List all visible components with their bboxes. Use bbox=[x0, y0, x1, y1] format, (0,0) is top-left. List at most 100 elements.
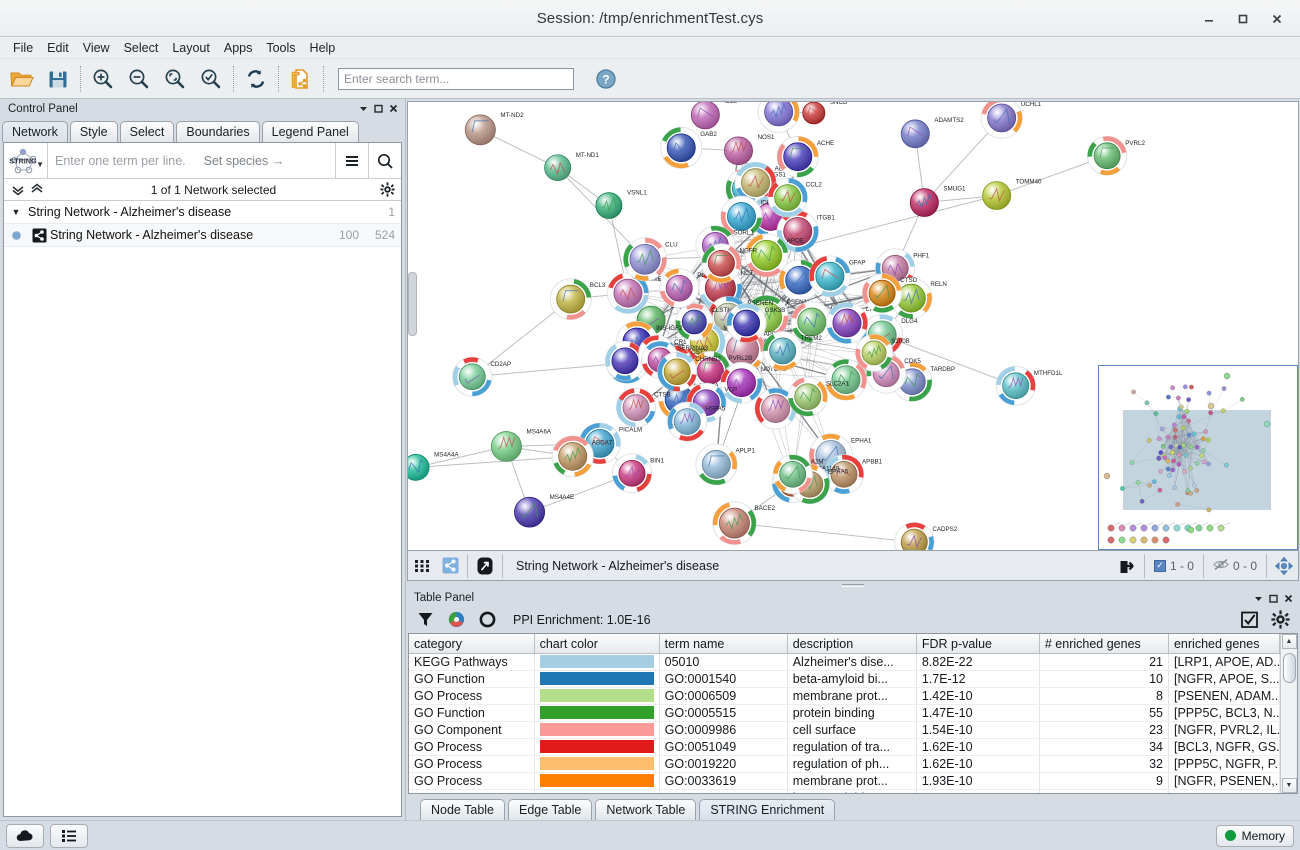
tab-edge-table[interactable]: Edge Table bbox=[508, 799, 593, 820]
expand-twisty-icon[interactable]: ▼ bbox=[11, 207, 21, 217]
network-node-uchl1[interactable]: UCHL1 bbox=[980, 102, 1042, 139]
menu-view[interactable]: View bbox=[82, 40, 110, 55]
string-logo-dropdown[interactable]: STRING ▼ bbox=[4, 143, 48, 178]
network-node-smug1[interactable]: SMUG1 bbox=[909, 186, 966, 217]
network-node-notch1[interactable]: NOTCH1 bbox=[720, 361, 787, 404]
memory-indicator[interactable]: Memory bbox=[1215, 824, 1294, 847]
col-header-enriched-genes[interactable]: enriched genes bbox=[1168, 634, 1280, 654]
network-node-ngfr[interactable]: NGFR bbox=[701, 243, 758, 284]
network-node-clstn1[interactable]: CLSTN1 bbox=[675, 303, 736, 341]
network-node-bcl3[interactable]: BCL3 bbox=[549, 278, 606, 321]
network-node-ide[interactable]: IDE bbox=[720, 195, 771, 238]
col-header-category[interactable]: category bbox=[409, 634, 535, 654]
minimize-button[interactable] bbox=[1192, 4, 1226, 34]
open-folder-icon[interactable] bbox=[4, 62, 40, 96]
search-input[interactable] bbox=[338, 67, 574, 90]
network-node-sncb[interactable]: SNCB bbox=[802, 102, 847, 125]
network-node-s100b[interactable]: S100B bbox=[855, 333, 910, 372]
network-node-il1b[interactable]: IL1B bbox=[690, 102, 737, 130]
menu-select[interactable]: Select bbox=[123, 40, 159, 55]
maximize-button[interactable] bbox=[1226, 4, 1260, 34]
tab-node-table[interactable]: Node Table bbox=[420, 799, 506, 820]
table-vertical-scrollbar[interactable]: ▲ ▼ bbox=[1280, 634, 1297, 793]
network-node-slc2a1[interactable]: SLC2A1 bbox=[787, 376, 850, 417]
menu-edit[interactable]: Edit bbox=[47, 40, 69, 55]
share-export-icon[interactable] bbox=[1113, 552, 1141, 580]
network-node-abca1[interactable]: ABCA1 bbox=[734, 161, 796, 204]
network-node-ctsb[interactable]: CTSB bbox=[615, 387, 671, 428]
network-node-gfap[interactable]: GFAP bbox=[808, 255, 866, 298]
menu-layout[interactable]: Layout bbox=[172, 40, 210, 55]
string-term-input[interactable]: Enter one term per line. Set species → bbox=[48, 143, 335, 178]
zoom-fit-icon[interactable] bbox=[157, 62, 193, 96]
network-node-itgb1[interactable]: ITGB1 bbox=[776, 210, 835, 253]
network-node-ctsd[interactable]: CTSD bbox=[862, 273, 918, 314]
string-app-icon[interactable] bbox=[436, 552, 464, 580]
tab-select[interactable]: Select bbox=[119, 121, 175, 142]
network-node-ms4a4e[interactable]: MS4A4E bbox=[514, 494, 574, 528]
network-node-a2m[interactable]: A2M bbox=[772, 454, 824, 495]
network-node-mthfd1l[interactable]: MTHFD1L bbox=[995, 365, 1063, 406]
tab-legend-panel[interactable]: Legend Panel bbox=[261, 121, 359, 142]
table-row[interactable]: GO Component GO:0009986 cell surface 1.54E-… bbox=[409, 721, 1280, 739]
close-button[interactable] bbox=[1260, 4, 1294, 34]
help-icon[interactable]: ? bbox=[588, 62, 624, 96]
network-node-abca7[interactable]: ABCA7 bbox=[551, 435, 613, 478]
collapse-expand-controls[interactable] bbox=[10, 183, 54, 197]
table-row[interactable]: GO Process GO:0033619 membrane prot... 1.93… bbox=[409, 772, 1280, 790]
table-panel-close-icon[interactable] bbox=[1281, 591, 1296, 606]
zoom-in-icon[interactable] bbox=[85, 62, 121, 96]
col-header-num-enriched-genes[interactable]: # enriched genes bbox=[1039, 634, 1169, 654]
cloud-icon[interactable] bbox=[6, 823, 44, 848]
network-node-aplp1[interactable]: APLP1 bbox=[695, 443, 756, 486]
menu-apps[interactable]: Apps bbox=[223, 40, 253, 55]
network-node-mt-nd1[interactable]: MT-ND1 bbox=[544, 152, 600, 182]
network-node-tomm40[interactable]: TOMM40 bbox=[982, 179, 1042, 210]
tab-boundaries[interactable]: Boundaries bbox=[176, 121, 260, 142]
network-node-adamts2[interactable]: ADAMTS2 bbox=[900, 117, 964, 149]
select-all-icon[interactable] bbox=[1236, 607, 1263, 632]
table-panel-dropdown-icon[interactable] bbox=[1251, 591, 1266, 606]
gear-icon[interactable] bbox=[373, 182, 395, 197]
search-icon[interactable] bbox=[368, 143, 401, 178]
hamburger-icon[interactable] bbox=[335, 143, 368, 178]
col-header-term-name[interactable]: term name bbox=[659, 634, 788, 654]
refresh-icon[interactable] bbox=[238, 62, 274, 96]
pie-chart-icon[interactable] bbox=[443, 607, 470, 632]
network-node-clu[interactable]: CLU bbox=[622, 237, 678, 282]
network-node-gsk3b[interactable]: GSK3B bbox=[726, 303, 785, 343]
network-scrollbar[interactable] bbox=[408, 272, 417, 337]
network-node-apoe[interactable]: APOE bbox=[744, 233, 804, 278]
tree-row-child[interactable]: String Network - Alzheimer's disease 100… bbox=[4, 224, 401, 247]
table-row[interactable]: KEGG Pathways 05010 Alzheimer's dise... 8.8… bbox=[409, 653, 1280, 671]
panel-close-icon[interactable] bbox=[386, 101, 401, 116]
save-icon[interactable] bbox=[40, 62, 76, 96]
horizontal-splitter[interactable] bbox=[406, 581, 1300, 590]
tab-network[interactable]: Network bbox=[2, 121, 68, 142]
network-node-trem2[interactable]: TREM2 bbox=[762, 330, 822, 371]
col-header-fdr-pvalue[interactable]: FDR p-value bbox=[916, 634, 1040, 654]
network-node-bace2[interactable]: BACE2 bbox=[712, 501, 776, 546]
network-node-vsnl1[interactable]: VSNL1 bbox=[595, 190, 647, 219]
birds-eye-view[interactable] bbox=[1098, 365, 1298, 550]
panel-dropdown-icon[interactable] bbox=[356, 101, 371, 116]
menu-help[interactable]: Help bbox=[309, 40, 336, 55]
network-node-ms4a4a[interactable]: MS4A4A bbox=[408, 451, 460, 481]
fit-content-icon[interactable] bbox=[1270, 552, 1298, 580]
donut-chart-icon[interactable] bbox=[474, 607, 501, 632]
panel-float-icon[interactable] bbox=[371, 101, 386, 116]
tab-network-table[interactable]: Network Table bbox=[595, 799, 697, 820]
network-node-mme[interactable]: MME bbox=[606, 272, 662, 315]
table-panel-float-icon[interactable] bbox=[1266, 591, 1281, 606]
table-row[interactable]: GO Function GO:0005515 protein binding 1.47… bbox=[409, 704, 1280, 722]
annotation-icon[interactable] bbox=[471, 552, 499, 580]
network-node-gab2[interactable]: GAB2 bbox=[660, 126, 718, 169]
network-node-ache[interactable]: ACHE bbox=[776, 135, 834, 178]
network-node-chrnb2[interactable]: CHRNB2 bbox=[657, 351, 722, 392]
task-list-icon[interactable] bbox=[50, 823, 88, 848]
scrollbar-thumb[interactable] bbox=[1282, 653, 1296, 684]
set-species-link[interactable]: Set species → bbox=[203, 153, 285, 168]
col-header-description[interactable]: description bbox=[787, 634, 917, 654]
zoom-selected-icon[interactable] bbox=[193, 62, 229, 96]
table-row[interactable]: GO Process GO:0006509 membrane prot... 1.42… bbox=[409, 687, 1280, 705]
